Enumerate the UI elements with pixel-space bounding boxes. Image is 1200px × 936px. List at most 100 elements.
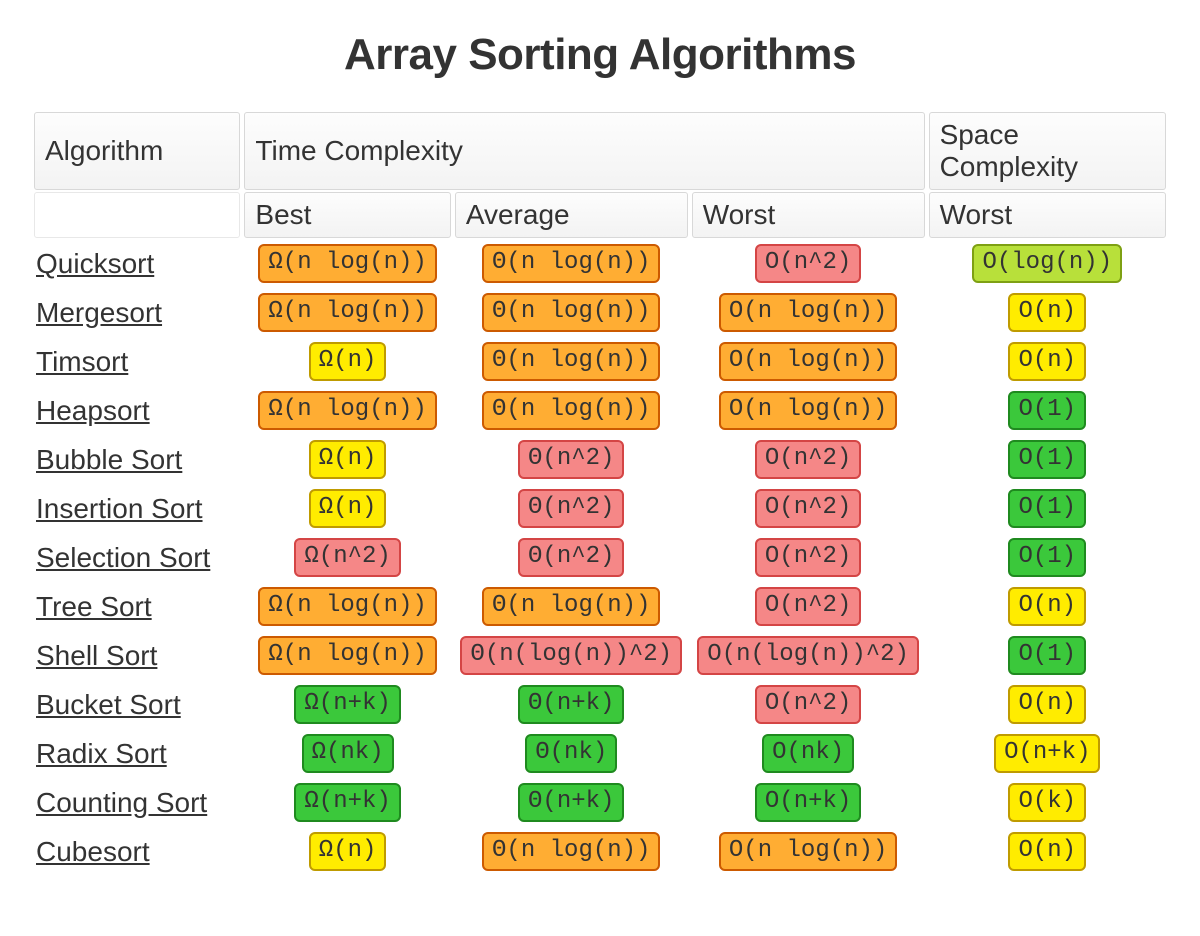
- complexity-chip: O(n log(n)): [719, 342, 897, 381]
- table-row: Insertion SortΩ(n)Θ(n^2)O(n^2)O(1): [34, 485, 1166, 532]
- algorithm-link[interactable]: Mergesort: [36, 297, 162, 328]
- complexity-chip: Ω(n): [309, 832, 387, 871]
- complexity-chip: Ω(n^2): [294, 538, 400, 577]
- space-cell: O(n): [929, 338, 1166, 385]
- best-cell: Ω(nk): [244, 730, 450, 777]
- complexity-chip: O(1): [1008, 538, 1086, 577]
- algorithm-link[interactable]: Bubble Sort: [36, 444, 182, 475]
- complexity-chip: Θ(n(log(n))^2): [460, 636, 682, 675]
- complexity-chip: O(n): [1008, 832, 1086, 871]
- average-cell: Θ(n log(n)): [455, 240, 688, 287]
- complexity-chip: O(1): [1008, 489, 1086, 528]
- header-space: Space Complexity: [929, 112, 1166, 190]
- table-row: Counting Sort Ω(n+k) Θ(n+k) O(n+k) O(k): [34, 779, 1166, 826]
- algorithm-cell: Radix Sort: [34, 730, 240, 777]
- complexity-chip: Ω(n log(n)): [258, 293, 436, 332]
- table-row: Timsort Ω(n) Θ(n log(n)) O(n log(n)) O(n): [34, 338, 1166, 385]
- worst-cell: O(n+k): [692, 779, 925, 826]
- best-cell: Ω(n): [244, 485, 450, 532]
- worst-cell: O(n log(n)): [692, 387, 925, 434]
- table-row: Shell SortΩ(n log(n))Θ(n(log(n))^2)O(n(l…: [34, 632, 1166, 679]
- header-time: Time Complexity: [244, 112, 924, 190]
- space-cell: O(n): [929, 289, 1166, 336]
- algorithm-link[interactable]: Timsort: [36, 346, 128, 377]
- algorithm-cell: Timsort: [34, 338, 240, 385]
- complexity-chip: Ω(n+k): [294, 783, 400, 822]
- average-cell: Θ(n log(n)): [455, 387, 688, 434]
- header-empty: [34, 192, 240, 238]
- complexity-chip: O(n): [1008, 685, 1086, 724]
- complexity-chip: O(n^2): [755, 685, 861, 724]
- complexity-chip: O(n log(n)): [719, 293, 897, 332]
- complexity-chip: O(log(n)): [972, 244, 1122, 283]
- complexity-chip: O(1): [1008, 440, 1086, 479]
- complexity-chip: O(n): [1008, 342, 1086, 381]
- best-cell: Ω(n+k): [244, 779, 450, 826]
- worst-cell: O(n^2): [692, 681, 925, 728]
- best-cell: Ω(n log(n)): [244, 289, 450, 336]
- space-cell: O(n): [929, 828, 1166, 875]
- space-cell: O(1): [929, 485, 1166, 532]
- complexity-chip: O(n+k): [755, 783, 861, 822]
- best-cell: Ω(n): [244, 338, 450, 385]
- complexity-chip: Ω(n): [309, 489, 387, 528]
- algorithm-cell: Heapsort: [34, 387, 240, 434]
- space-cell: O(log(n)): [929, 240, 1166, 287]
- complexity-chip: O(n^2): [755, 440, 861, 479]
- header-algorithm: Algorithm: [34, 112, 240, 190]
- table-row: Quicksort Ω(n log(n)) Θ(n log(n)) O(n^2) O(l…: [34, 240, 1166, 287]
- worst-cell: O(n^2): [692, 583, 925, 630]
- algorithm-cell: Quicksort: [34, 240, 240, 287]
- complexity-chip: Ω(n): [309, 342, 387, 381]
- algorithm-link[interactable]: Shell Sort: [36, 640, 157, 671]
- space-cell: O(k): [929, 779, 1166, 826]
- best-cell: Ω(n log(n)): [244, 387, 450, 434]
- average-cell: Θ(n(log(n))^2): [455, 632, 688, 679]
- complexity-chip: O(k): [1008, 783, 1086, 822]
- algorithm-link[interactable]: Quicksort: [36, 248, 154, 279]
- average-cell: Θ(nk): [455, 730, 688, 777]
- algorithm-cell: Cubesort: [34, 828, 240, 875]
- table-row: Bubble SortΩ(n)Θ(n^2)O(n^2)O(1): [34, 436, 1166, 483]
- average-cell: Θ(n+k): [455, 779, 688, 826]
- complexity-chip: Θ(n log(n)): [482, 342, 660, 381]
- complexity-chip: O(n^2): [755, 538, 861, 577]
- header-space-worst: Worst: [929, 192, 1166, 238]
- complexity-chip: Θ(n log(n)): [482, 293, 660, 332]
- complexity-chip: O(n^2): [755, 244, 861, 283]
- algorithm-link[interactable]: Tree Sort: [36, 591, 152, 622]
- complexity-chip: O(n(log(n))^2): [697, 636, 919, 675]
- algorithm-link[interactable]: Radix Sort: [36, 738, 167, 769]
- table-row: Bucket SortΩ(n+k)Θ(n+k)O(n^2)O(n): [34, 681, 1166, 728]
- worst-cell: O(nk): [692, 730, 925, 777]
- algorithm-cell: Shell Sort: [34, 632, 240, 679]
- algorithm-link[interactable]: Insertion Sort: [36, 493, 203, 524]
- algorithm-link[interactable]: Bucket Sort: [36, 689, 181, 720]
- space-cell: O(n): [929, 681, 1166, 728]
- complexity-chip: Ω(n+k): [294, 685, 400, 724]
- algorithm-cell: Bucket Sort: [34, 681, 240, 728]
- best-cell: Ω(n^2): [244, 534, 450, 581]
- complexity-chip: Θ(n log(n)): [482, 244, 660, 283]
- best-cell: Ω(n): [244, 828, 450, 875]
- space-cell: O(n): [929, 583, 1166, 630]
- complexity-chip: Ω(n log(n)): [258, 244, 436, 283]
- algorithm-link[interactable]: Heapsort: [36, 395, 150, 426]
- space-cell: O(1): [929, 534, 1166, 581]
- complexity-chip: Ω(n log(n)): [258, 587, 436, 626]
- complexity-chip: O(n^2): [755, 587, 861, 626]
- algorithm-link[interactable]: Selection Sort: [36, 542, 210, 573]
- header-best: Best: [244, 192, 450, 238]
- page-title: Array Sorting Algorithms: [30, 30, 1170, 80]
- complexity-chip: O(n^2): [755, 489, 861, 528]
- complexity-chip: Θ(n log(n)): [482, 587, 660, 626]
- complexity-chip: O(n): [1008, 587, 1086, 626]
- algorithm-link[interactable]: Cubesort: [36, 836, 150, 867]
- table-row: Selection SortΩ(n^2)Θ(n^2)O(n^2)O(1): [34, 534, 1166, 581]
- complexity-chip: O(n log(n)): [719, 832, 897, 871]
- table-row: CubesortΩ(n)Θ(n log(n))O(n log(n))O(n): [34, 828, 1166, 875]
- algorithm-link[interactable]: Counting Sort: [36, 787, 207, 818]
- worst-cell: O(n^2): [692, 485, 925, 532]
- complexity-chip: Θ(n^2): [518, 440, 624, 479]
- complexity-chip: O(1): [1008, 636, 1086, 675]
